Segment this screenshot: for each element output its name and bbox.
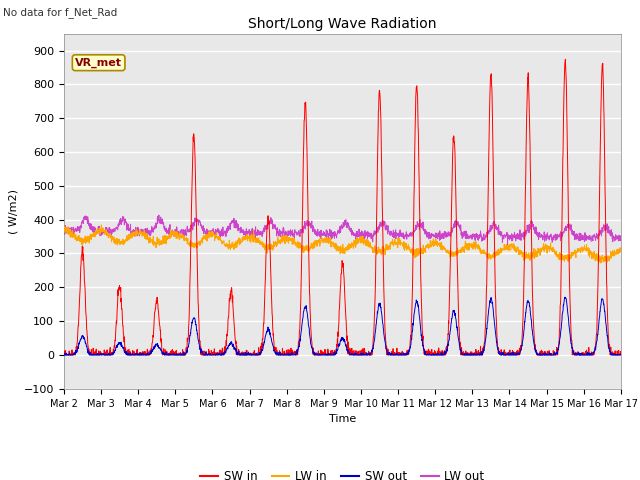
Text: VR_met: VR_met	[75, 58, 122, 68]
Title: Short/Long Wave Radiation: Short/Long Wave Radiation	[248, 17, 436, 31]
Y-axis label: ( W/m2): ( W/m2)	[8, 189, 19, 234]
Text: No data for f_Net_Rad: No data for f_Net_Rad	[3, 7, 118, 18]
X-axis label: Time: Time	[329, 414, 356, 424]
Legend: SW in, LW in, SW out, LW out: SW in, LW in, SW out, LW out	[195, 466, 490, 480]
